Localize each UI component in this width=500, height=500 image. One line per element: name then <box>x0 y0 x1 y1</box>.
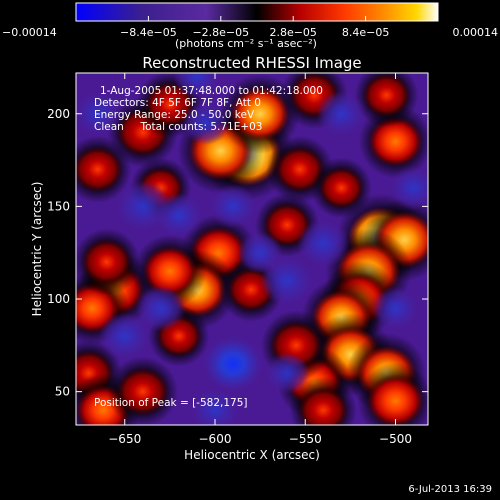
colorbar-tick-label: −2.8e−05 <box>192 26 249 39</box>
y-tick-label: 100 <box>47 292 70 306</box>
emission-source <box>362 73 411 118</box>
y-tick-label: 200 <box>47 107 70 121</box>
heatmap-sources <box>76 73 428 425</box>
x-tick-label: −650 <box>108 432 141 446</box>
emission-source <box>76 146 123 193</box>
y-tick-label: 50 <box>55 385 70 399</box>
chart-title: Reconstructed RHESSI Image <box>142 54 362 72</box>
y-tick-label: 150 <box>47 199 70 213</box>
negative-source <box>98 311 151 361</box>
negative-source <box>316 90 367 137</box>
negative-source <box>209 184 257 229</box>
peak-position-label: Position of Peak = [-582,175] <box>94 397 248 409</box>
colorbar-tick-label: −0.00014 <box>2 26 57 39</box>
x-tick-label: −550 <box>289 432 322 446</box>
heatmap-area: −650 −600 −550 −500 50 100 150 200 <box>47 72 429 446</box>
emission-source <box>81 238 132 285</box>
footer-timestamp: 6-Jul-2013 16:39 <box>408 484 492 495</box>
negative-source <box>173 73 221 99</box>
plot-frame <box>75 72 429 426</box>
emission-source <box>367 374 424 425</box>
annotation-time-range: 1-Aug-2005 01:37:48.000 to 01:42:18.000 <box>100 85 323 97</box>
negative-source <box>237 231 283 274</box>
emission-source <box>298 387 349 425</box>
y-axis-label: Heliocentric Y (arcsec) <box>30 181 44 317</box>
x-tick-label: −500 <box>379 432 412 446</box>
annotation-clean-counts: Clean Total counts: 5.71E+03 <box>94 121 263 133</box>
negative-source <box>189 387 241 425</box>
colorbar-ticks: −0.00014 −8.4e−05 −2.8e−05 2.8e−05 8.4e−05 0.… <box>2 16 498 39</box>
emission-source <box>230 86 290 142</box>
colorbar-tick-label: −8.4e−05 <box>120 26 177 39</box>
annotation-energy-range: Energy Range: 25.0 - 50.0 keV <box>94 109 255 121</box>
annotation-detectors: Detectors: 4F 5F 6F 7F 8F, Att 0 <box>94 97 261 109</box>
negative-source <box>182 101 230 145</box>
negative-source <box>201 334 266 394</box>
colorbar-tick-label: 8.4e−05 <box>342 26 389 39</box>
colorbar: −0.00014 −8.4e−05 −2.8e−05 2.8e−05 8.4e−05 0.… <box>2 2 498 39</box>
negative-source <box>371 286 420 331</box>
negative-source <box>135 285 186 332</box>
colorbar-gradient <box>75 2 439 22</box>
colorbar-tick-label: 2.8e−05 <box>269 26 316 39</box>
emission-source <box>318 166 365 209</box>
emission-source <box>142 246 198 297</box>
emission-source <box>368 116 423 167</box>
axis-ticks: −650 −600 −550 −500 50 100 150 200 <box>47 73 428 446</box>
negative-source <box>297 219 350 268</box>
x-axis-label: Heliocentric X (arcsec) <box>184 448 320 462</box>
negative-source <box>389 165 428 210</box>
negative-source <box>264 352 310 395</box>
colorbar-unit-label: (photons cm⁻² s⁻¹ asec⁻²) <box>175 37 317 50</box>
colorbar-tick-label: 0.00014 <box>453 26 499 39</box>
emission-source <box>116 367 169 416</box>
negative-source <box>153 192 204 239</box>
negative-source <box>76 90 123 137</box>
x-tick-label: −600 <box>199 432 232 446</box>
